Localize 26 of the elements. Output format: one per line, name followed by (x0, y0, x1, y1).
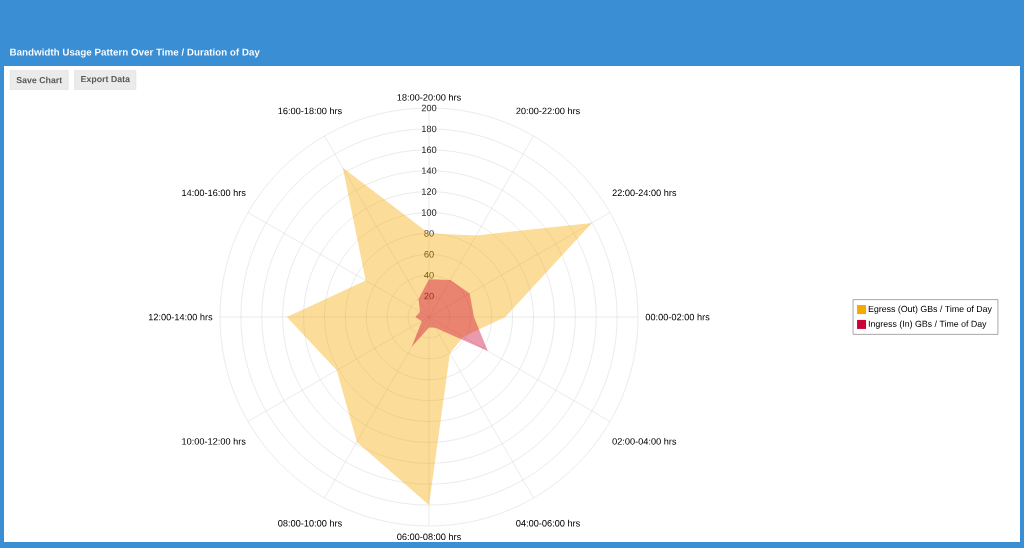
legend-label: Egress (Out) GBs / Time of Day (868, 305, 992, 314)
spoke-label: 06:00-08:00 hrs (397, 533, 461, 541)
y-tick-label: 140 (422, 167, 437, 174)
chart-title: Bandwidth Usage Pattern Over Time / Duration of Day (10, 48, 260, 58)
spoke-label: 12:00-14:00 hrs (148, 313, 213, 321)
y-tick-label: 180 (422, 125, 437, 133)
spoke-label: 00:00-02:00 hrs (645, 313, 710, 321)
legend-label: Ingress (In) GBs / Time of Day (868, 320, 987, 329)
y-tick-label: 200 (421, 104, 437, 112)
spoke-label: 02:00-04:00 hrs (612, 437, 677, 445)
y-tick-label: 60 (424, 251, 434, 258)
y-tick-label: 160 (422, 146, 437, 154)
spoke-label: 04:00-06:00 hrs (516, 519, 580, 527)
spoke-label: 20:00-22:00 hrs (516, 107, 580, 115)
spoke-label: 14:00-16:00 hrs (182, 189, 246, 197)
y-tick-label: 40 (424, 271, 434, 279)
spoke-label: 22:00-24:00 hrs (612, 189, 677, 197)
spoke-label: 18:00-20:00 hrs (397, 93, 461, 101)
spoke-label: 08:00-10:00 hrs (278, 519, 342, 527)
y-tick-label: 20 (424, 292, 434, 300)
text: Export Data (81, 76, 131, 84)
spoke-label: 16:00-18:00 hrs (278, 107, 342, 115)
spoke-label: 10:00-12:00 hrs (182, 437, 246, 445)
y-tick-label: 100 (422, 209, 437, 216)
text: Save Chart (16, 76, 63, 84)
y-tick-label: 120 (422, 188, 437, 195)
